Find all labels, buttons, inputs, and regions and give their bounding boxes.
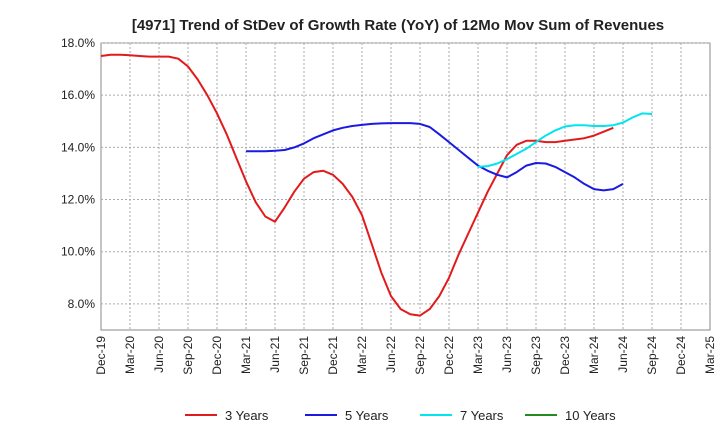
x-tick-label: Mar-22 [355,336,369,374]
x-tick-label: Jun-20 [152,336,166,373]
series-line-5-years [246,122,624,192]
y-axis: 8.0% 10.0% 12.0% 14.0% 16.0% 18.0% [61,36,95,311]
y-tick-label: 12.0% [61,193,95,207]
legend-label: 7 Years [460,408,504,423]
x-tick-label: Sep-24 [645,336,659,375]
legend-label: 3 Years [225,408,269,423]
x-tick-label: Mar-23 [471,336,485,374]
x-tick-label: Dec-24 [674,336,688,375]
x-tick-label: Sep-23 [529,336,543,375]
series-line-7-years [477,112,653,168]
legend-label: 5 Years [345,408,389,423]
x-tick-label: Mar-21 [239,336,253,374]
x-tick-label: Mar-24 [587,336,601,374]
x-tick-label: Sep-22 [413,336,427,375]
x-tick-label: Dec-22 [442,336,456,375]
y-tick-label: 18.0% [61,36,95,50]
series-lines [100,53,653,317]
x-tick-label: Jun-22 [384,336,398,373]
series-line-3-years [100,53,614,317]
x-tick-label: Jun-21 [268,336,282,373]
x-axis: Dec-19 Mar-20 Jun-20 Sep-20 Dec-20 Mar-21 Jun-… [94,336,717,375]
x-tick-label: Sep-20 [181,336,195,375]
legend: 3 Years 5 Years 7 Years 10 Years [185,408,616,423]
x-tick-label: Dec-21 [326,336,340,375]
x-tick-label: Sep-21 [297,336,311,375]
x-tick-label: Mar-25 [703,336,717,374]
y-tick-label: 8.0% [68,297,96,311]
y-tick-label: 14.0% [61,140,95,154]
y-tick-label: 10.0% [61,245,95,259]
plot-area [100,42,711,331]
grid-lines [101,42,710,330]
x-tick-label: Mar-20 [123,336,137,374]
y-tick-label: 16.0% [61,88,95,102]
x-tick-label: Jun-24 [616,336,630,373]
x-tick-label: Dec-20 [210,336,224,375]
x-tick-label: Dec-19 [94,336,108,375]
chart-title: [4971] Trend of StDev of Growth Rate (Yo… [132,17,664,34]
x-tick-label: Dec-23 [558,336,572,375]
legend-label: 10 Years [565,408,616,423]
x-tick-label: Jun-23 [500,336,514,373]
